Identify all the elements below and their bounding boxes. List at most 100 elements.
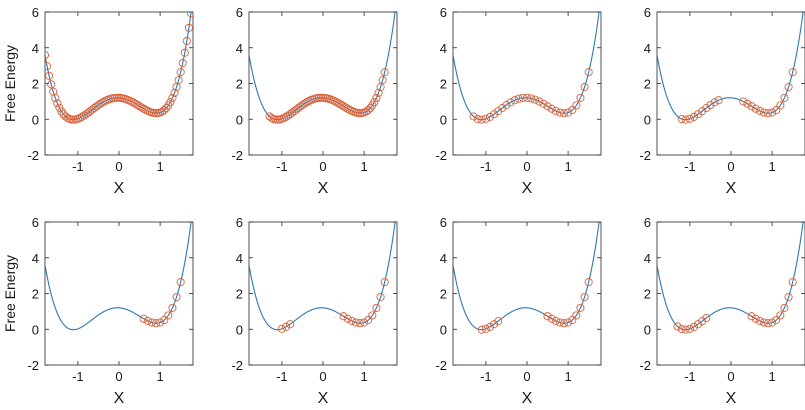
y-tick-label: -2 <box>435 358 447 373</box>
x-axis-label: X <box>726 390 737 407</box>
sample-point <box>380 278 389 287</box>
sample-point <box>788 278 797 287</box>
sample-point <box>178 58 187 68</box>
sample-point <box>739 97 748 106</box>
axes-box <box>656 221 805 366</box>
sample-point <box>94 100 103 110</box>
free-energy-curve <box>657 12 804 121</box>
sample-point <box>92 102 101 111</box>
plot-area <box>453 222 600 334</box>
sample-point <box>685 114 694 123</box>
y-tick-label: 6 <box>236 5 243 20</box>
sample-point <box>160 316 169 325</box>
x-tick-label: 1 <box>156 159 163 174</box>
y-tick-label: 2 <box>32 287 39 302</box>
sample-point <box>370 97 379 107</box>
sample-point <box>170 88 179 97</box>
sample-point <box>51 93 60 103</box>
sample-point <box>277 324 286 333</box>
sample-point <box>137 103 146 112</box>
plot-area <box>453 12 600 124</box>
sample-point <box>90 103 99 113</box>
sample-point <box>677 324 686 334</box>
sample-point <box>568 316 577 325</box>
y-tick-label: 2 <box>236 77 243 92</box>
x-tick-label: 0 <box>523 369 530 384</box>
sample-point <box>286 110 295 119</box>
sample-point <box>125 96 134 105</box>
sample-point <box>80 111 89 120</box>
sample-point <box>168 303 177 312</box>
plot-area <box>45 222 192 331</box>
sample-point <box>559 109 569 118</box>
sample-point <box>57 107 66 116</box>
sample-point <box>143 316 152 325</box>
sample-point <box>784 292 793 302</box>
sample-point <box>131 99 140 108</box>
x-tick-label: 1 <box>156 369 163 384</box>
sample-point <box>584 68 593 77</box>
sample-point <box>374 88 383 97</box>
sample-point <box>681 115 690 124</box>
y-axis-label: Free Energy <box>2 255 18 332</box>
sample-point <box>747 312 756 321</box>
sample-point <box>364 316 373 325</box>
sample-point <box>706 100 715 110</box>
plot-area <box>249 12 396 124</box>
sample-point <box>156 318 165 327</box>
sample-point <box>47 80 56 89</box>
sample-point <box>176 68 185 77</box>
subplot-4: -1 0 1 -2 0 2 4 6 X <box>639 5 805 197</box>
sample-point <box>164 311 173 320</box>
sample-point <box>267 113 276 123</box>
sample-point <box>372 93 381 102</box>
y-tick-label: 4 <box>644 41 651 56</box>
sample-point <box>337 100 346 110</box>
y-tick-label: 6 <box>32 215 39 230</box>
y-tick-label: 0 <box>644 322 651 337</box>
sample-point <box>522 93 532 102</box>
sample-point <box>316 93 325 102</box>
free-energy-curve <box>249 222 396 331</box>
y-tick-label: 4 <box>644 251 651 266</box>
sample-point <box>284 111 293 120</box>
sample-point <box>776 311 785 320</box>
x-tick-label: -1 <box>72 159 84 174</box>
sample-point <box>139 314 148 323</box>
x-tick-label: 1 <box>360 369 367 384</box>
sample-point <box>535 97 544 106</box>
sample-point <box>84 108 93 117</box>
sample-point <box>576 93 585 102</box>
subplot-7: -1 0 1 -2 0 2 4 6 X <box>435 215 602 407</box>
x-axis-label: X <box>318 390 329 407</box>
x-tick-label: 0 <box>727 369 734 384</box>
sample-point <box>355 319 365 328</box>
y-tick-label: 6 <box>236 215 243 230</box>
sample-point <box>333 98 342 107</box>
sample-point <box>576 303 585 312</box>
y-tick-label: 4 <box>32 251 39 266</box>
sample-point <box>376 292 385 302</box>
sample-point <box>755 106 764 115</box>
sample-point <box>343 314 352 323</box>
x-tick-label: -1 <box>276 159 288 174</box>
sample-point <box>743 99 752 108</box>
sample-point <box>510 96 519 105</box>
sample-point <box>96 99 105 108</box>
sample-point <box>485 322 495 331</box>
x-tick-label: -1 <box>72 369 84 384</box>
subplot-1: -1 0 1 -2 0 2 4 6 X Free Energy <box>2 5 194 197</box>
subplot-3: -1 0 1 -2 0 2 4 6 X <box>435 5 602 197</box>
y-tick-label: 2 <box>440 77 447 92</box>
sample-point <box>580 82 589 92</box>
sample-point <box>768 108 777 117</box>
sample-point <box>53 99 62 108</box>
x-tick-label: 0 <box>319 159 326 174</box>
y-tick-label: 4 <box>236 41 243 56</box>
sample-point <box>112 93 121 102</box>
subplot-5: -1 0 1 -2 0 2 4 6 X Free Energy <box>2 215 194 407</box>
sample-point <box>294 103 303 113</box>
sample-point <box>151 319 161 328</box>
y-tick-label: 0 <box>440 112 447 127</box>
